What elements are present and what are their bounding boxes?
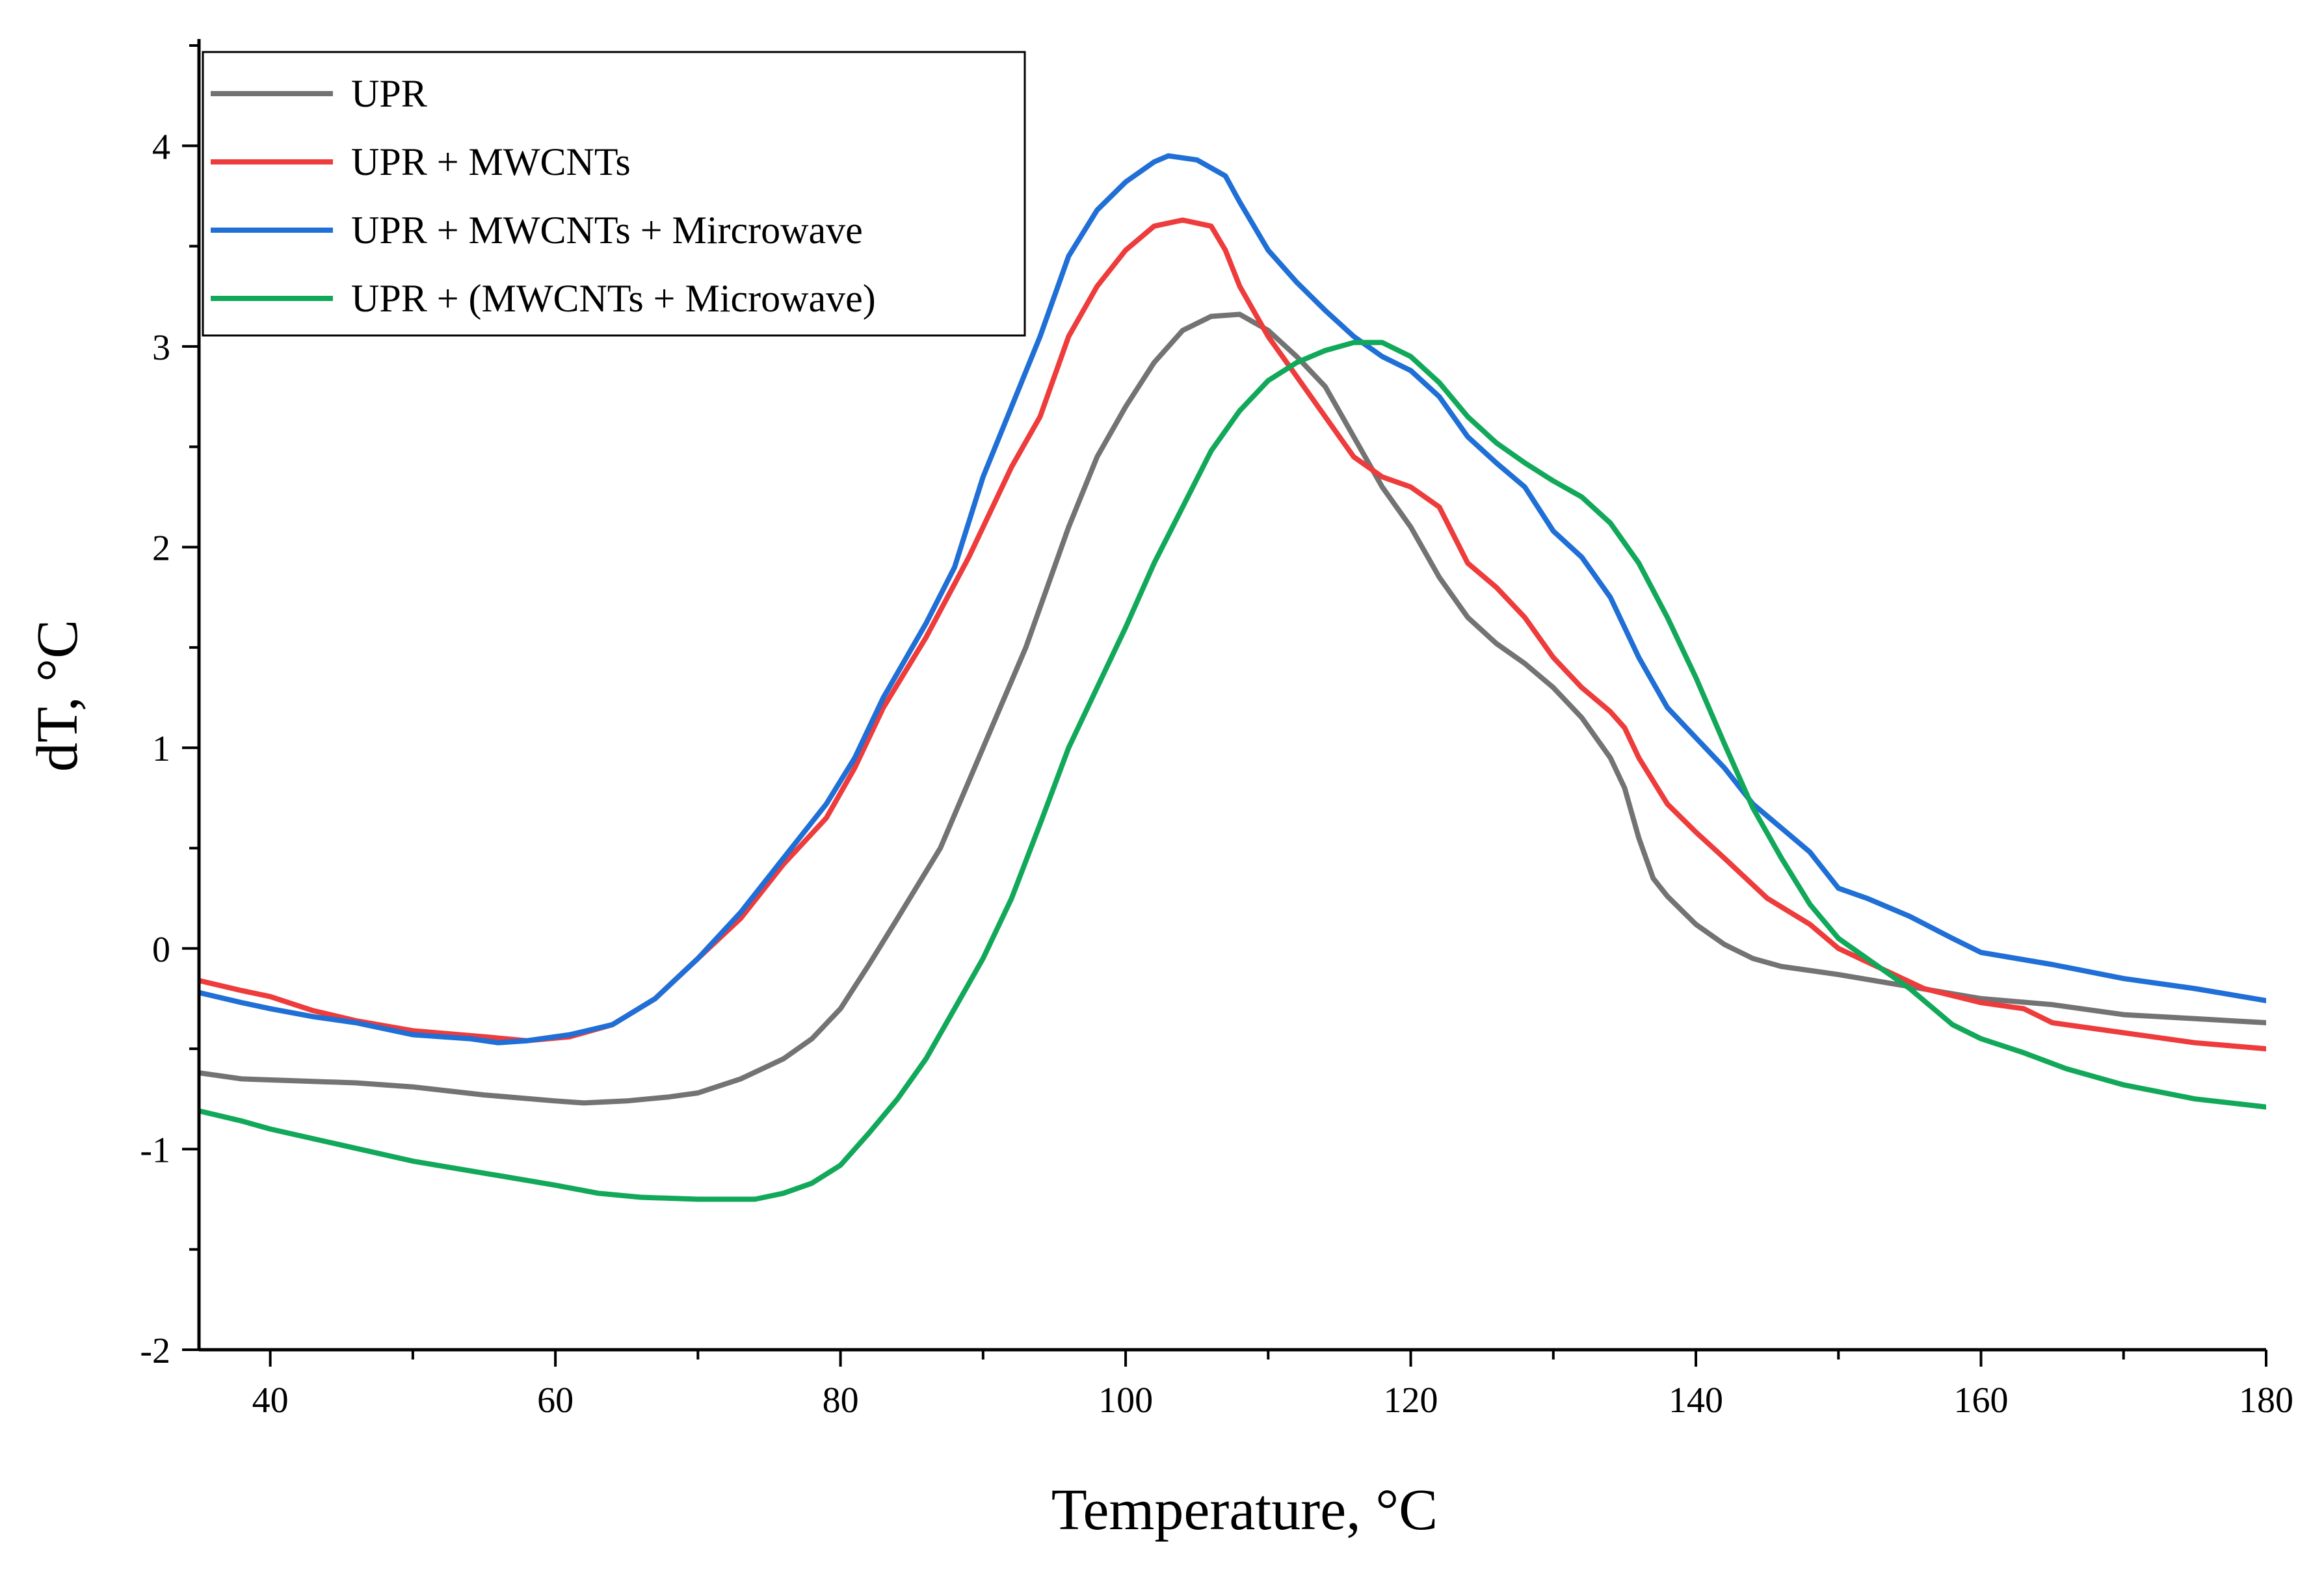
y-tick-label: 3 [152,328,170,368]
axes: 40 60 80 100 120 140 160 180 -2 -1 0 1 2 3 4 [140,39,2293,1421]
x-tick-label: 160 [1954,1380,2009,1421]
x-tick-label: 60 [537,1380,574,1421]
series-line-3 [199,153,2266,1045]
y-axis-title: dT, °C [25,620,90,772]
series-line-4 [199,339,2266,1202]
legend-box [202,51,1026,337]
legend: UPR UPR + MWCNTs UPR + MWCNTs + Mircrowave… [202,51,1026,337]
legend-label-2: UPR + MWCNTs [351,140,631,183]
x-tick-label: 140 [1669,1380,1723,1421]
x-tick-label: 80 [823,1380,859,1421]
x-tick-label: 100 [1098,1380,1153,1421]
x-tick-label: 40 [252,1380,289,1421]
legend-label-3: UPR + MWCNTs + Mircrowave [351,209,863,252]
series-layer [199,153,2266,1202]
x-tick-label: 120 [1384,1380,1438,1421]
y-tick-label: 1 [152,729,170,769]
legend-label-4: UPR + (MWCNTs + Microwave) [351,277,876,320]
x-tick-label: 180 [2239,1380,2293,1421]
x-axis-title: Temperature, °C [1051,1478,1438,1542]
y-tick-label: 2 [152,529,170,569]
y-tick-label: 4 [152,127,170,167]
y-tick-label: 0 [152,930,170,970]
y-tick-label: -2 [140,1331,170,1371]
y-tick-label: -1 [140,1130,170,1170]
legend-label-1: UPR [351,72,427,115]
series-line-1 [199,311,2266,1106]
